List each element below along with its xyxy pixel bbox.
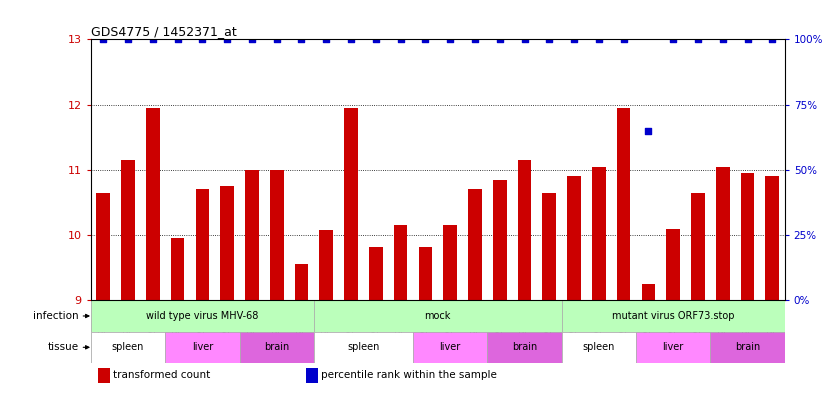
Point <box>146 36 159 42</box>
Point <box>518 36 531 42</box>
Text: spleen: spleen <box>112 342 145 352</box>
Text: spleen: spleen <box>347 342 380 352</box>
Bar <box>171 238 184 300</box>
FancyBboxPatch shape <box>165 332 240 363</box>
Point <box>691 36 705 42</box>
Point <box>493 36 506 42</box>
Point <box>741 36 754 42</box>
Point <box>419 36 432 42</box>
Bar <box>369 247 382 300</box>
Point <box>171 36 184 42</box>
Point <box>344 36 358 42</box>
Text: infection: infection <box>33 311 78 321</box>
Bar <box>617 108 630 300</box>
Point <box>543 36 556 42</box>
Text: tissue: tissue <box>47 342 78 352</box>
Bar <box>146 108 159 300</box>
Point <box>667 36 680 42</box>
Point <box>295 36 308 42</box>
Bar <box>468 189 482 300</box>
FancyBboxPatch shape <box>710 332 785 363</box>
Text: spleen: spleen <box>582 342 615 352</box>
FancyBboxPatch shape <box>562 332 636 363</box>
Point <box>221 36 234 42</box>
Text: brain: brain <box>735 342 760 352</box>
Point <box>444 36 457 42</box>
Text: GDS4775 / 1452371_at: GDS4775 / 1452371_at <box>91 25 236 38</box>
FancyBboxPatch shape <box>91 300 314 332</box>
Bar <box>667 229 680 300</box>
Text: mutant virus ORF73.stop: mutant virus ORF73.stop <box>612 311 734 321</box>
Bar <box>493 180 506 300</box>
Text: transformed count: transformed count <box>113 371 211 380</box>
Bar <box>306 368 319 382</box>
Bar <box>419 247 432 300</box>
Bar <box>691 193 705 300</box>
Point <box>567 36 581 42</box>
Bar <box>741 173 754 300</box>
Text: liver: liver <box>192 342 213 352</box>
Text: wild type virus MHV-68: wild type virus MHV-68 <box>146 311 259 321</box>
Point <box>196 36 209 42</box>
FancyBboxPatch shape <box>314 332 413 363</box>
FancyBboxPatch shape <box>91 332 165 363</box>
Point <box>320 36 333 42</box>
Bar <box>245 170 259 300</box>
Bar <box>766 176 779 300</box>
Point <box>468 36 482 42</box>
Point <box>592 36 605 42</box>
Text: percentile rank within the sample: percentile rank within the sample <box>321 371 497 380</box>
Point <box>270 36 283 42</box>
Point <box>245 36 259 42</box>
Text: liver: liver <box>439 342 461 352</box>
Bar <box>592 167 605 300</box>
Bar <box>270 170 283 300</box>
Point <box>716 36 729 42</box>
Point <box>766 36 779 42</box>
Bar <box>567 176 581 300</box>
Point <box>97 36 110 42</box>
Text: mock: mock <box>425 311 451 321</box>
FancyBboxPatch shape <box>562 300 785 332</box>
Bar <box>221 186 234 300</box>
FancyBboxPatch shape <box>240 332 314 363</box>
Bar <box>320 230 333 300</box>
Bar <box>642 284 655 300</box>
Text: brain: brain <box>512 342 537 352</box>
FancyBboxPatch shape <box>413 332 487 363</box>
Bar <box>97 368 111 382</box>
FancyBboxPatch shape <box>314 300 562 332</box>
Bar <box>394 225 407 300</box>
Bar <box>543 193 556 300</box>
Bar <box>97 193 110 300</box>
Text: liver: liver <box>662 342 684 352</box>
Bar <box>518 160 531 300</box>
Bar <box>196 189 209 300</box>
Bar <box>344 108 358 300</box>
Point <box>369 36 382 42</box>
FancyBboxPatch shape <box>487 332 562 363</box>
Bar <box>716 167 729 300</box>
Point <box>394 36 407 42</box>
FancyBboxPatch shape <box>636 332 710 363</box>
Point <box>617 36 630 42</box>
Point <box>642 127 655 134</box>
Bar <box>121 160 135 300</box>
Bar <box>444 225 457 300</box>
Point <box>121 36 135 42</box>
Bar <box>295 264 308 300</box>
Text: brain: brain <box>264 342 289 352</box>
